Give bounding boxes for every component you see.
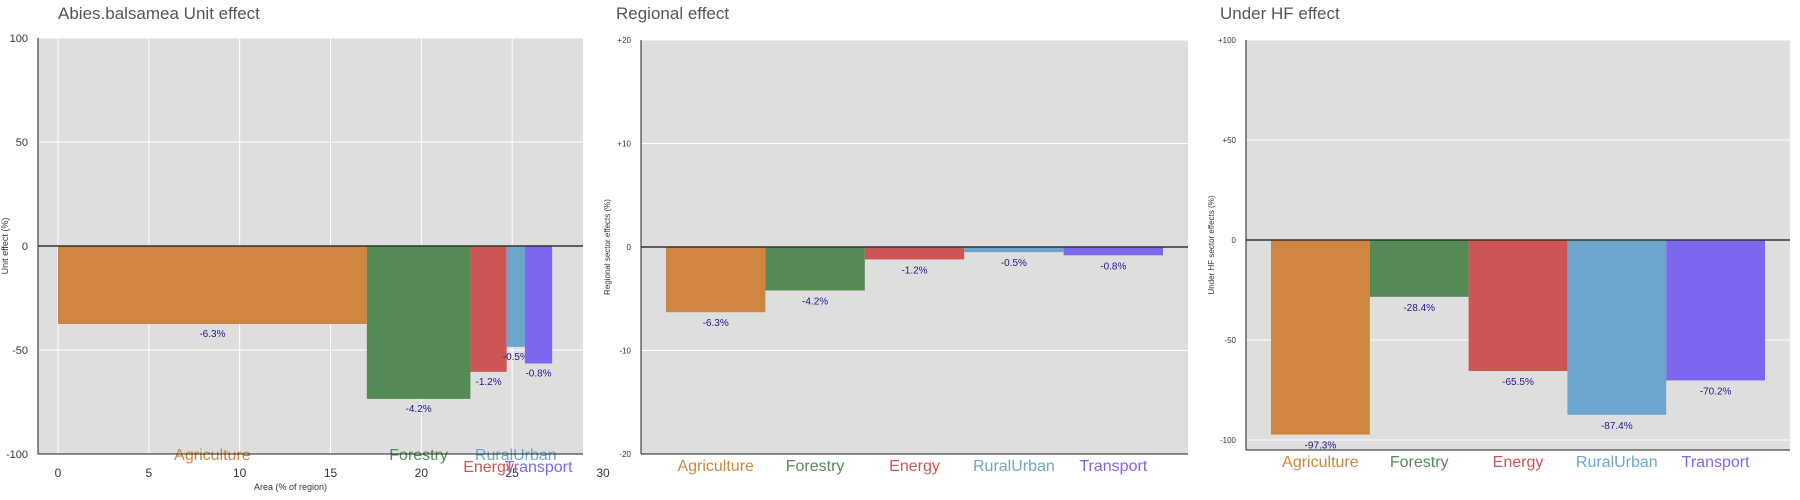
bar-transport: [524, 246, 553, 364]
y-tick-label: -50: [1224, 336, 1236, 345]
regional-effect-panel: Regional effect +20 +10 0 -10 -20 -6.3% Agricu…: [600, 0, 1200, 500]
regional-effect-chart: +20 +10 0 -10 -20 -6.3% Agriculture -4.2% Forest…: [603, 36, 1188, 475]
y-tick-label: -100: [6, 449, 28, 461]
bar-transport: [1063, 247, 1163, 256]
chart-title: Regional effect: [616, 4, 730, 23]
category-label-ruralurban: RuralUrban: [973, 458, 1055, 475]
y-tick-label: -50: [12, 345, 28, 357]
bar-agriculture: [666, 247, 766, 313]
bar-forestry: [1369, 240, 1469, 297]
category-label-ruralurban: RuralUrban: [1576, 454, 1658, 471]
under-hf-effect-chart: +100 +50 0 -50 -100 -97.3% Agriculture -28.4% Fo…: [1207, 36, 1790, 471]
x-tick-label: 10: [233, 466, 247, 480]
y-tick-label: -20: [619, 450, 631, 459]
value-label: -4.2%: [802, 296, 828, 307]
bar-forestry: [765, 247, 865, 291]
category-label-energy: Energy: [1493, 454, 1544, 471]
chart-title: Under HF effect: [1220, 4, 1340, 23]
x-tick-label: 30: [596, 466, 610, 480]
category-label-forestry: Forestry: [786, 458, 845, 475]
bar-ruralurban: [964, 247, 1064, 253]
value-label: -0.8%: [525, 369, 551, 380]
value-label: -87.4%: [1601, 421, 1633, 432]
y-tick-label: 0: [1232, 236, 1237, 245]
category-label-transport: Transport: [1682, 454, 1750, 471]
category-label-transport: Transport: [1079, 458, 1147, 475]
category-label-agriculture: Agriculture: [174, 447, 251, 464]
value-label: -1.2%: [475, 377, 501, 388]
y-tick-label: 100: [10, 33, 28, 45]
category-label-agriculture: Agriculture: [677, 458, 754, 475]
category-label-transport: Transport: [505, 459, 573, 476]
value-label: -4.2%: [406, 404, 432, 415]
value-label: -70.2%: [1700, 386, 1732, 397]
y-tick-label: +20: [617, 36, 631, 45]
value-label: -65.5%: [1502, 377, 1534, 388]
y-tick-label: +10: [617, 140, 631, 149]
category-label-forestry: Forestry: [1390, 454, 1449, 471]
under-hf-effect-panel: Under HF effect +100 +50 0 -50 -100 -97.3% Agr…: [1200, 0, 1800, 500]
value-label: -28.4%: [1403, 303, 1435, 314]
y-tick-label: 0: [22, 241, 28, 253]
bar-energy: [1468, 240, 1568, 371]
unit-effect-chart: 100 50 0 -50 -100 0 5 10 15 20 25 30 -6.3% Agricultur…: [0, 33, 610, 492]
y-tick-label: 50: [16, 137, 28, 149]
y-tick-label: 0: [627, 243, 632, 252]
y-tick-label: +100: [1218, 36, 1237, 45]
value-label: -0.5%: [503, 352, 529, 363]
x-tick-label: 0: [55, 466, 62, 480]
y-axis-title: Under HF sector effects (%): [1207, 195, 1216, 294]
y-axis-title: Unit effect (%): [0, 218, 10, 275]
category-label-agriculture: Agriculture: [1282, 454, 1359, 471]
bar-ruralurban: [506, 246, 525, 347]
y-tick-label: -100: [1220, 436, 1237, 445]
value-label: -6.3%: [703, 318, 729, 329]
y-tick-label: -10: [619, 347, 631, 356]
bar-ruralurban: [1567, 240, 1667, 415]
value-label: -0.8%: [1100, 261, 1126, 272]
value-label: -6.3%: [199, 329, 225, 340]
y-axis-title: Regional sector effects (%): [603, 199, 612, 295]
bar-agriculture: [1271, 240, 1370, 435]
bar-transport: [1666, 240, 1765, 381]
x-tick-label: 15: [324, 466, 338, 480]
bar-agriculture: [58, 246, 367, 324]
y-tick-label: +50: [1222, 136, 1236, 145]
chart-title: Abies.balsamea Unit effect: [58, 4, 260, 23]
bar-energy: [470, 246, 507, 372]
bar-energy: [864, 247, 965, 260]
bar-forestry: [366, 246, 471, 399]
x-tick-label: 5: [145, 466, 152, 480]
unit-effect-panel: Abies.balsamea Unit effect 100 50 0 -50 -100…: [0, 0, 610, 500]
value-label: -1.2%: [901, 265, 927, 276]
x-axis-title: Area (% of region): [254, 482, 327, 492]
x-tick-label: 20: [415, 466, 429, 480]
category-label-energy: Energy: [889, 458, 940, 475]
value-label: -0.5%: [1001, 258, 1027, 269]
x-tick-label: 25: [505, 466, 519, 480]
category-label-ruralurban: RuralUrban: [475, 447, 557, 464]
category-label-energy: Energy: [463, 459, 514, 476]
value-label: -97.3%: [1305, 441, 1337, 452]
category-label-forestry: Forestry: [389, 447, 448, 464]
